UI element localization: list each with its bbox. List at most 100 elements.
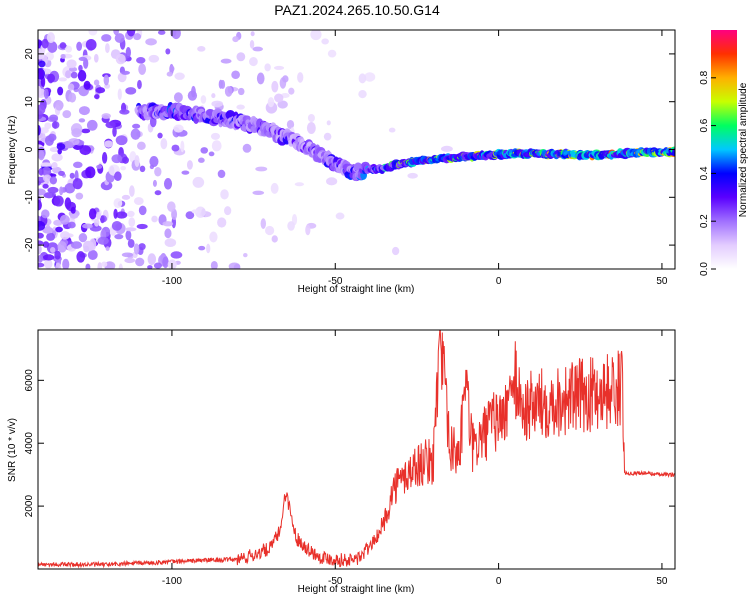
spectrogram-noise-mark [105, 121, 116, 129]
spectrogram-noise-mark [62, 258, 70, 269]
spectrogram-x-axis-label: Height of straight line (km) [298, 284, 415, 295]
spectrogram-noise-mark [43, 192, 55, 199]
spectrogram-noise-mark [56, 143, 66, 150]
spectrogram-noise-mark [78, 106, 90, 116]
spectrogram-noise-mark [41, 209, 50, 219]
spectrogram-noise-mark [132, 123, 141, 129]
spectrogram-noise-mark [243, 253, 248, 258]
spectrogram-noise-mark [145, 38, 157, 46]
spectrogram-noise-mark [75, 192, 84, 200]
spectrogram-noise-mark [114, 33, 125, 43]
spectrogram-noise-mark [82, 223, 93, 229]
spectrogram-noise-mark [69, 172, 75, 179]
spectrogram-noise-mark [255, 166, 268, 172]
spectrogram-noise-mark [104, 140, 113, 148]
spectrogram-noise-mark [252, 46, 264, 52]
snr-x-tick-label: 50 [656, 576, 668, 587]
spectrogram-y-axis-label: Frequency (Hz) [7, 116, 18, 185]
spectrogram-noise-mark [267, 97, 275, 108]
spectrogram-noise-mark [242, 143, 252, 153]
spectrogram-noise-mark [206, 243, 211, 254]
spectrogram-noise-mark [220, 58, 232, 64]
spectrogram-noise-mark [70, 241, 83, 249]
spectrogram-x-tick-label: -50 [328, 276, 343, 287]
spectrogram-noise-mark [77, 70, 87, 82]
spectrogram-noise-mark [149, 155, 159, 168]
spectrogram-noise-mark [335, 212, 345, 220]
spectrogram-noise-mark [119, 109, 130, 115]
spectrogram-noise-mark [310, 30, 322, 41]
spectrogram-noise-mark [271, 235, 278, 243]
spectrogram-noise-mark [157, 132, 163, 139]
spectrogram-noise-mark [321, 38, 329, 45]
spectrogram-noise-mark [133, 243, 140, 255]
spectrogram-noise-mark [164, 238, 177, 248]
spectrogram-noise-mark [180, 140, 185, 153]
spectrogram-noise-mark [51, 162, 58, 169]
spectrogram-noise-mark [76, 251, 86, 263]
spectrogram-noise-mark [133, 197, 144, 206]
spectrogram-noise-mark [57, 241, 67, 253]
spectrogram-noise-mark [85, 38, 97, 51]
spectrogram-y-tick-label: 0 [24, 146, 35, 152]
spectrogram-noise-mark [211, 140, 222, 152]
spectrogram-noise-mark [43, 88, 49, 99]
spectrogram-noise-mark [249, 40, 255, 49]
colorbar-tick-label: 0.8 [699, 70, 710, 84]
spectrogram-noise-mark [83, 80, 91, 90]
spectrogram-noise-mark [38, 232, 44, 239]
spectrogram-noise-mark [237, 87, 245, 96]
spectrogram-noise-mark [130, 128, 141, 140]
snr-y-tick-label: 2000 [24, 495, 35, 518]
spectrogram-noise-mark [67, 221, 76, 229]
spectrogram-noise-mark [274, 93, 284, 103]
spectrogram-noise-mark [388, 127, 396, 133]
colorbar-tick-label: 0.2 [699, 214, 710, 228]
spectrogram-noise-mark [38, 188, 46, 196]
spectrogram-noise-mark [88, 208, 97, 220]
spectrogram-noise-mark [171, 30, 181, 40]
spectrogram-noise-mark [154, 190, 162, 196]
spectrogram-noise-mark [124, 257, 136, 264]
spectrogram-noise-mark [127, 238, 135, 248]
spectrogram-noise-mark [154, 167, 162, 177]
spectrogram-noise-mark [358, 73, 367, 84]
snr-x-axis-label: Height of straight line (km) [298, 584, 415, 595]
spectrogram-noise-mark [250, 31, 255, 37]
snr-frame-bg [38, 330, 675, 569]
spectrogram-noise-mark [232, 36, 239, 43]
spectrogram-noise-mark [164, 228, 172, 239]
snr-x-tick-label: -50 [328, 576, 343, 587]
colorbar: 0.0 0.2 0.4 0.6 0.8 Normalized spectral ampl… [699, 30, 749, 276]
spectrogram-noise-mark [93, 53, 99, 63]
spectrogram-noise-mark [53, 195, 64, 207]
spectrogram-noise-mark [76, 41, 83, 51]
colorbar-ticks: 0.0 0.2 0.4 0.6 0.8 [699, 70, 716, 276]
spectrogram-noise-mark [49, 114, 59, 122]
spectrogram-noise-mark [113, 198, 123, 209]
spectrogram-noise-mark [78, 118, 86, 123]
spectrogram-noise-mark [57, 148, 62, 155]
spectrogram-noise-mark [147, 265, 153, 269]
spectrogram-noise-mark [167, 201, 176, 212]
spectrogram-noise-mark [42, 183, 49, 189]
spectrogram-noise-mark [440, 145, 453, 152]
spectrogram-noise-mark [49, 246, 56, 253]
spectrogram-noise-mark [100, 181, 113, 191]
colorbar-tick-label: 0.6 [699, 118, 710, 132]
spectrogram-noise-mark [111, 220, 123, 231]
spectrogram-noise-mark [94, 94, 100, 100]
snr-y-axis-label: SNR (10 * v/v) [7, 418, 18, 482]
spectrogram-noise-mark [47, 133, 57, 142]
spectrogram-noise-mark [125, 230, 132, 241]
spectrogram-noise-mark [220, 79, 226, 90]
spectrogram-noise-mark [118, 263, 123, 269]
spectrogram-noise-mark [115, 135, 128, 146]
spectrogram-noise-mark [38, 60, 46, 68]
spectrogram-noise-mark [323, 132, 332, 141]
spectrogram-marks [38, 30, 675, 269]
chart-title: PAZ1.2024.265.10.50.G14 [274, 2, 440, 18]
snr-frame [37, 329, 676, 570]
spectrogram-noise-mark [297, 72, 304, 83]
